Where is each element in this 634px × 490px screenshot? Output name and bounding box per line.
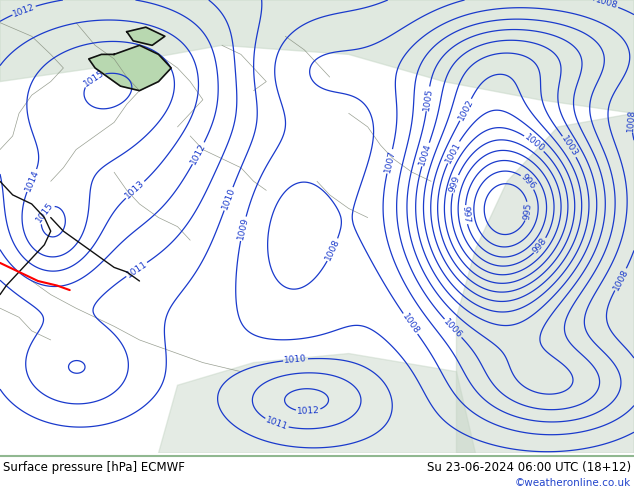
Text: 1012: 1012 [189,141,208,166]
Text: Su 23-06-2024 06:00 UTC (18+12): Su 23-06-2024 06:00 UTC (18+12) [427,462,631,474]
Text: 1013: 1013 [124,179,146,201]
Text: 1008: 1008 [400,312,420,336]
Text: 1010: 1010 [283,354,307,365]
Text: ©weatheronline.co.uk: ©weatheronline.co.uk [515,478,631,489]
Text: 1006: 1006 [442,317,464,340]
Text: 1011: 1011 [125,259,149,280]
Text: 1014: 1014 [23,168,41,193]
Text: 995: 995 [522,202,533,220]
Text: 1015: 1015 [82,68,106,89]
Text: 1001: 1001 [444,140,463,165]
Polygon shape [89,46,171,91]
Text: 1000: 1000 [522,132,546,154]
Text: 1007: 1007 [383,149,397,173]
Text: 1010: 1010 [220,187,237,211]
Text: 1009: 1009 [236,217,250,241]
Polygon shape [127,27,165,46]
Text: 1003: 1003 [559,134,579,159]
Text: 1008: 1008 [594,0,619,11]
Text: 998: 998 [531,236,549,255]
Text: 1005: 1005 [422,87,434,111]
Polygon shape [158,354,476,453]
Text: 997: 997 [460,206,471,224]
Text: 996: 996 [519,172,537,191]
Text: 1011: 1011 [264,416,289,432]
Polygon shape [0,0,634,113]
Text: 1004: 1004 [418,142,433,167]
Polygon shape [456,113,634,453]
Text: 999: 999 [448,174,462,194]
Text: Surface pressure [hPa] ECMWF: Surface pressure [hPa] ECMWF [3,462,185,474]
Text: 1008: 1008 [324,238,342,262]
Text: 1012: 1012 [297,406,320,416]
Text: 1015: 1015 [34,200,55,224]
Text: 1008: 1008 [626,109,634,132]
Text: 1012: 1012 [11,2,36,19]
Text: 1008: 1008 [611,267,630,292]
Text: 1002: 1002 [456,98,475,122]
